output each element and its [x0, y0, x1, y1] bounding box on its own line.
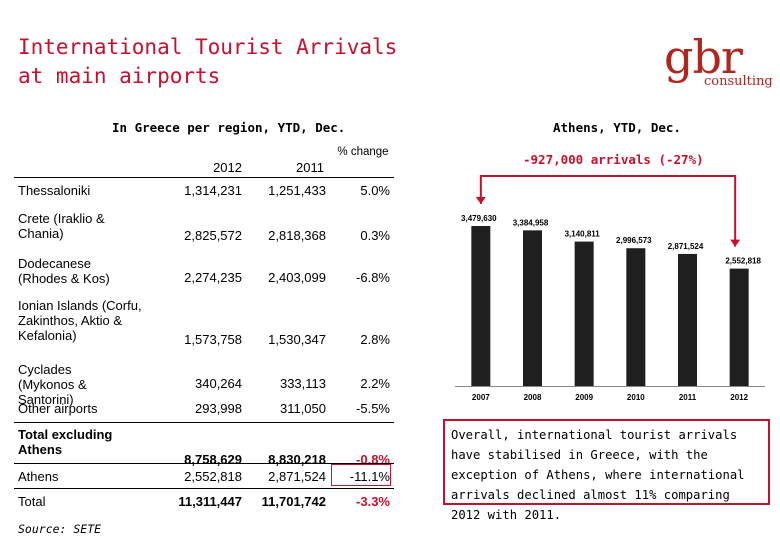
tick-label-2011: 2011 [679, 393, 697, 402]
cell-v2011: 1,251,433 [268, 183, 326, 198]
bar-2010 [626, 248, 646, 386]
tick-label-2012: 2012 [730, 393, 748, 402]
header-2011: 2011 [296, 160, 324, 175]
cell-v2012: 340,264 [195, 376, 242, 391]
cell-v2011: 333,113 [279, 376, 326, 391]
cell-v2012: 2,552,818 [184, 469, 242, 484]
bar-2009 [574, 241, 594, 386]
comment-box: Overall, international tourist arrivals … [443, 419, 770, 522]
table-subtitle: In Greece per region, YTD, Dec. [112, 120, 346, 135]
logo-mark: gbr [664, 30, 743, 84]
cell-v2011: 11,701,742 [261, 494, 326, 509]
row-label: Total [18, 494, 46, 509]
data-label-2011: 2,871,524 [668, 242, 704, 251]
row-label: Athens [18, 469, 59, 484]
cell-v2012: 293,998 [195, 401, 242, 416]
cell-v2012: 1,573,758 [184, 332, 242, 347]
header-separator [14, 177, 394, 178]
cell-change: -3.3% [356, 494, 390, 509]
data-label-2007: 3,479,630 [461, 214, 497, 223]
tick-label-2010: 2010 [627, 393, 645, 402]
cell-change: 2.2% [360, 376, 390, 391]
cell-change: 2.8% [360, 332, 390, 347]
cell-change: 0.3% [360, 228, 390, 243]
row-separator [14, 422, 394, 423]
row-label: Ionian Islands (Corfu, Zakinthos, Aktio … [18, 298, 142, 343]
logo-sub: consulting [704, 74, 773, 89]
arrowhead-2012 [730, 239, 741, 247]
data-label-2009: 3,140,811 [565, 230, 601, 239]
row-label: Total excluding Athens [18, 427, 113, 457]
data-label-2012: 2,552,818 [725, 257, 761, 266]
row-label: Other airports [18, 401, 98, 416]
gbr-logo: gbr consulting [660, 30, 773, 100]
row-label: Thessaloniki [18, 183, 91, 198]
chart-annotation: -927,000 arrivals (-27%) [523, 152, 704, 167]
cell-v2012: 1,314,231 [184, 183, 242, 198]
cell-change: 5.0% [360, 183, 390, 198]
header-change: % change [337, 146, 389, 158]
change-bracket [479, 175, 737, 247]
athens-change-highlight [331, 464, 391, 486]
data-label-2008: 3,384,958 [513, 218, 549, 227]
tick-label-2008: 2008 [524, 393, 542, 402]
cell-v2011: 2,871,524 [268, 469, 326, 484]
cell-v2011: 2,818,368 [268, 228, 326, 243]
header-2012: 2012 [213, 160, 242, 175]
source-note: Source: SETE [18, 522, 102, 536]
cell-change: -6.8% [356, 270, 390, 285]
tick-label-2009: 2009 [575, 393, 593, 402]
cell-change: -5.5% [356, 401, 390, 416]
data-label-2010: 2,996,573 [616, 236, 652, 245]
cell-v2012: 2,274,235 [184, 270, 242, 285]
cell-change: -11.1% [349, 469, 390, 484]
cell-v2012: 2,825,572 [184, 228, 242, 243]
row-label: Crete (Iraklio & Chania) [18, 211, 105, 241]
bar-2007 [471, 226, 491, 386]
cell-v2012: 11,311,447 [178, 494, 242, 509]
cell-v2011: 1,530,347 [268, 332, 326, 347]
bar-2012 [729, 268, 749, 386]
row-label: Dodecanese (Rhodes & Kos) [18, 256, 110, 286]
chart-title: Athens, YTD, Dec. [553, 120, 681, 135]
bar-2008 [523, 230, 542, 386]
row-separator [14, 463, 394, 464]
bar-2011 [678, 253, 697, 386]
cell-v2011: 2,403,099 [268, 270, 326, 285]
row-separator [14, 488, 394, 489]
tick-label-2007: 2007 [472, 393, 490, 402]
row-label: Cyclades (Mykonos & Santorini) [18, 362, 87, 407]
page-title: International Tourist Arrivals at main a… [18, 35, 398, 88]
arrowhead-2007 [475, 197, 486, 204]
cell-v2011: 311,050 [279, 401, 326, 416]
